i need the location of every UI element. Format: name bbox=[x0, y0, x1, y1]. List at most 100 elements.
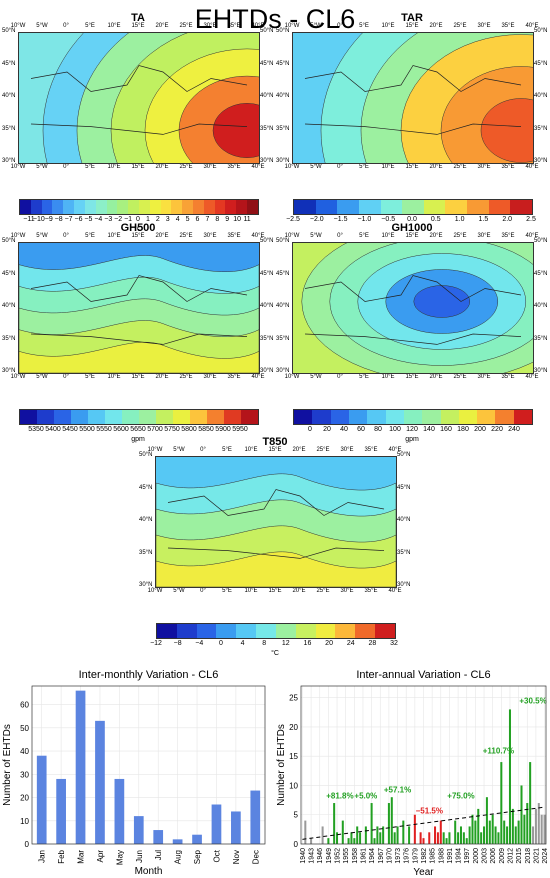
map-title: TA bbox=[131, 12, 145, 24]
lat-label: 30°N bbox=[260, 368, 274, 374]
colorbar-tick: 3 bbox=[165, 216, 170, 223]
lon-label: 30°E bbox=[477, 164, 491, 170]
x-tick-label: 2000 bbox=[473, 848, 480, 864]
colorbar-tick: −1.0 bbox=[357, 216, 372, 223]
lon-label: 5°E bbox=[359, 23, 369, 29]
colorbar-tick: 2.5 bbox=[526, 216, 536, 223]
colorbar-tick: 5950 bbox=[232, 426, 248, 433]
lon-label: 30°E bbox=[203, 164, 217, 170]
colorbar-tick: 5500 bbox=[79, 426, 95, 433]
lat-label: 45°N bbox=[397, 484, 411, 491]
bar-1968 bbox=[382, 826, 385, 844]
x-tick-label: 1946 bbox=[317, 848, 324, 864]
lat-label: 45°N bbox=[534, 270, 548, 277]
colorbar-swatch bbox=[256, 624, 276, 638]
lon-label: 10°W bbox=[284, 233, 300, 239]
colorbar-tick: 6 bbox=[195, 216, 200, 223]
colorbar-tick: 7 bbox=[205, 216, 210, 223]
colorbar-tick: 5550 bbox=[96, 426, 112, 433]
bar-2019 bbox=[529, 762, 532, 844]
bar-1989 bbox=[442, 832, 445, 844]
lat-label: 35°N bbox=[276, 335, 290, 342]
lon-label: 5°W bbox=[310, 374, 322, 380]
lat-label: 30°N bbox=[397, 582, 411, 588]
lat-label: 45°N bbox=[260, 270, 274, 277]
x-tick-label: 2006 bbox=[490, 848, 497, 864]
lat-label: 50°N bbox=[276, 238, 290, 244]
bar-1943 bbox=[310, 838, 313, 844]
lon-label: 5°W bbox=[36, 164, 48, 170]
trend-line bbox=[302, 806, 545, 840]
bar-1982 bbox=[422, 838, 425, 844]
colorbar-tick: 5900 bbox=[215, 426, 231, 433]
colorbar-swatch bbox=[445, 200, 468, 214]
colorbar-swatch bbox=[330, 410, 349, 424]
bar-2007 bbox=[494, 826, 497, 844]
colorbar-tick: 1.5 bbox=[478, 216, 489, 223]
lon-label: 25°E bbox=[453, 233, 467, 239]
colorbar-swatch bbox=[247, 200, 258, 214]
colorbar-swatch bbox=[488, 200, 511, 214]
bar-1952 bbox=[336, 832, 339, 844]
lon-label: 30°E bbox=[203, 374, 217, 380]
lon-label: 30°E bbox=[477, 233, 491, 239]
x-tick-label: 1994 bbox=[456, 848, 463, 864]
colorbar-gh500 bbox=[19, 409, 259, 425]
colorbar-swatch bbox=[173, 410, 190, 424]
x-tick-label: 2009 bbox=[499, 848, 506, 864]
colorbar-swatch bbox=[358, 200, 381, 214]
x-tick-label: 1997 bbox=[464, 848, 471, 864]
bar-1986 bbox=[434, 826, 437, 844]
bar-1975 bbox=[402, 820, 405, 844]
colorbar-tick: −7 bbox=[64, 216, 73, 223]
bar-jul bbox=[153, 830, 164, 844]
bar-mar bbox=[75, 690, 86, 844]
colorbar-swatch bbox=[236, 624, 257, 638]
chart-title: Inter-monthly Variation - CL6 bbox=[79, 669, 219, 681]
bar-nov bbox=[231, 811, 241, 844]
colorbar-tick: 5 bbox=[185, 216, 190, 223]
bar-2024 bbox=[543, 814, 546, 844]
annotation-label: +57.1% bbox=[384, 786, 411, 795]
lat-label: 45°N bbox=[276, 60, 290, 67]
colorbar-swatch bbox=[41, 200, 53, 214]
bar-2010 bbox=[503, 820, 506, 844]
colorbar-tick: 5400 bbox=[45, 426, 61, 433]
lon-label: 0° bbox=[337, 164, 343, 170]
lon-label: 25°E bbox=[179, 233, 193, 239]
bar-1987 bbox=[436, 832, 439, 844]
x-tick-label: 1955 bbox=[343, 848, 350, 864]
lat-label: 40°N bbox=[2, 93, 16, 99]
lon-label: 5°W bbox=[36, 233, 48, 239]
bar-1977 bbox=[408, 826, 411, 844]
lat-label: 30°N bbox=[2, 368, 16, 374]
y-tick-label: 0 bbox=[25, 840, 30, 849]
colorbar-swatch bbox=[122, 410, 139, 424]
colorbar-tick: 5800 bbox=[181, 426, 197, 433]
colorbar-tick: 4 bbox=[240, 640, 245, 647]
bar-1996 bbox=[462, 832, 465, 844]
x-tick-label: 1985 bbox=[430, 848, 437, 864]
colorbar-tar bbox=[293, 199, 533, 215]
colorbar-tick: 0 bbox=[136, 216, 140, 223]
colorbar-t850 bbox=[156, 623, 396, 639]
lat-label: 40°N bbox=[260, 303, 274, 309]
bar-2016 bbox=[520, 785, 523, 844]
bar-dec bbox=[250, 790, 261, 844]
x-tick-label: 1961 bbox=[360, 848, 367, 864]
lat-label: 30°N bbox=[276, 368, 290, 374]
lat-label: 50°N bbox=[534, 28, 548, 34]
lon-label: 5°E bbox=[359, 374, 369, 380]
bar-1972 bbox=[393, 832, 396, 844]
colorbar-swatch bbox=[149, 200, 161, 214]
colorbar-swatch bbox=[495, 410, 514, 424]
colorbar-tick: −11 bbox=[23, 216, 35, 223]
colorbar-tick: −8 bbox=[173, 640, 182, 647]
lon-label: 35°E bbox=[501, 164, 515, 170]
colorbar-tick: 220 bbox=[491, 426, 503, 433]
y-tick-label: 10 bbox=[289, 781, 298, 790]
x-tick-label: 1958 bbox=[352, 848, 359, 864]
bar-jan bbox=[36, 755, 47, 844]
lat-label: 30°N bbox=[2, 158, 16, 164]
colorbar-swatch bbox=[402, 200, 424, 214]
